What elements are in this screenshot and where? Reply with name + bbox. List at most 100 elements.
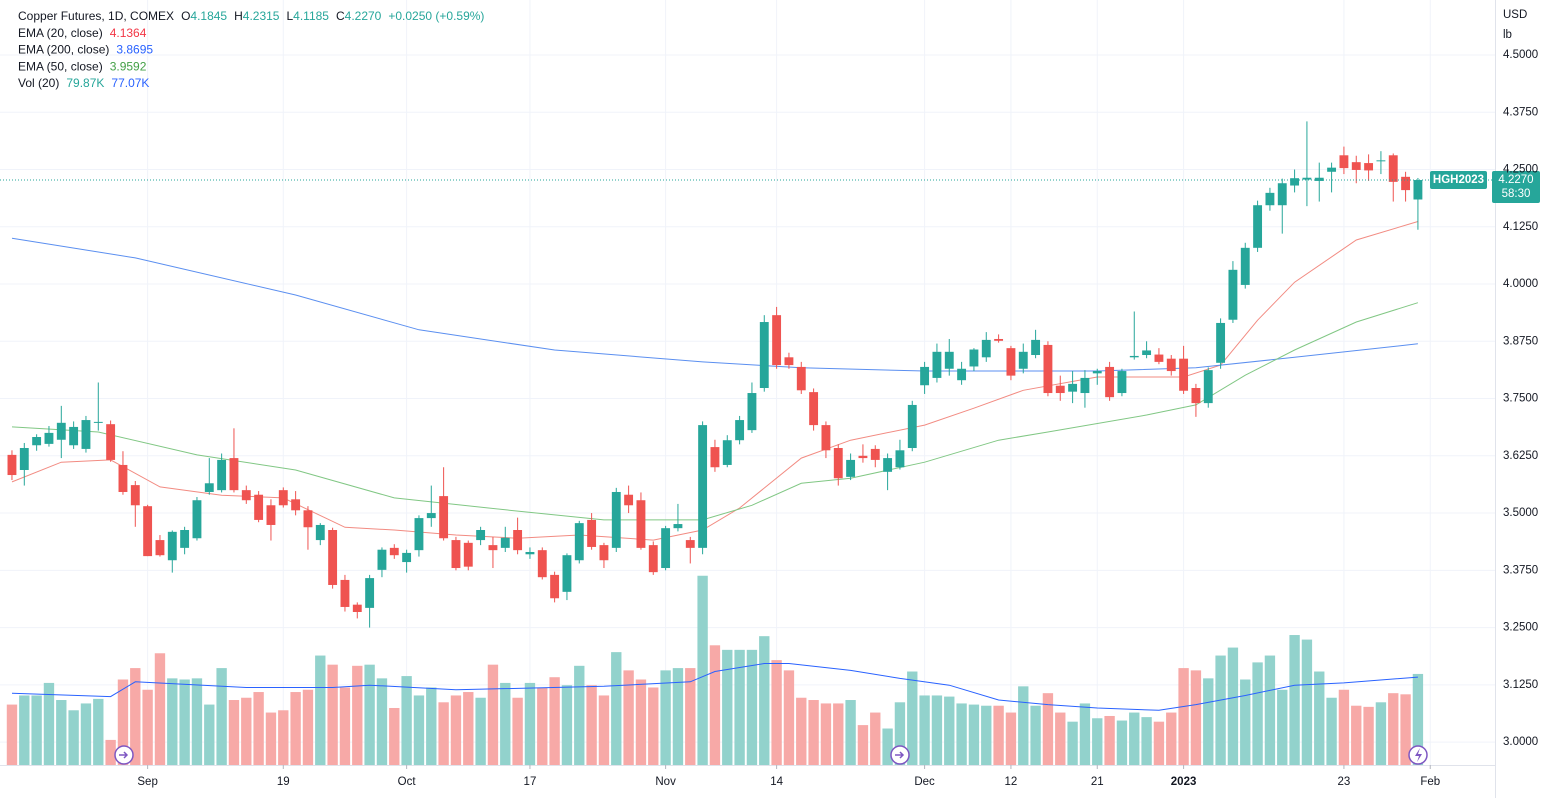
volume-bar (339, 687, 351, 765)
volume-bar (783, 670, 795, 765)
candle-body (821, 425, 831, 451)
volume-bar (672, 668, 684, 765)
candle-body (315, 524, 325, 541)
x-tick-label: 23 (1338, 776, 1351, 788)
volume-bar (1289, 635, 1300, 765)
x-tick-label: 21 (1091, 776, 1104, 788)
candle-body (1216, 322, 1226, 363)
volume-bar (746, 649, 758, 765)
volume-bar (623, 670, 634, 765)
ohlc-value: 4.2270 (345, 9, 382, 23)
volume-bar (1400, 694, 1411, 765)
candle-body (217, 459, 227, 491)
indicator-legend: Vol (20) 79.87K 77.07K (18, 76, 149, 90)
volume-bar (919, 695, 930, 765)
candle-body (1314, 177, 1324, 181)
candle-body (192, 500, 202, 539)
candle-body (895, 450, 905, 468)
candle-body (907, 404, 917, 449)
x-tick-label: 17 (524, 776, 537, 788)
volume-bar (1129, 712, 1140, 765)
candle-body (994, 338, 1004, 341)
volume-bar (426, 687, 437, 765)
y-tick-label: 4.3750 (1503, 106, 1538, 118)
price-label: 4.2270 (1498, 174, 1533, 186)
candle-body (1228, 269, 1238, 320)
candle-body (1105, 366, 1115, 398)
candle-body (1154, 354, 1164, 362)
volume-bar (228, 700, 240, 765)
volume-bar (401, 676, 412, 765)
indicator-value: 79.87K (66, 76, 104, 90)
volume-bar (352, 665, 363, 765)
candle-body (759, 322, 769, 388)
candle-body (1364, 163, 1374, 171)
candle-body (1290, 178, 1300, 186)
y-tick-label: 3.8750 (1503, 335, 1538, 347)
volume-bar (154, 653, 166, 765)
volume-bar (808, 700, 819, 765)
volume-bar (364, 664, 375, 765)
volume-bar (1252, 662, 1263, 765)
volume-bar (376, 678, 388, 765)
candle-body (1376, 160, 1386, 162)
volume-bar (68, 710, 79, 765)
volume-bar (1314, 671, 1325, 765)
ohlc-label: H (234, 9, 243, 23)
candle-body (1117, 371, 1127, 394)
y-tick-label: 3.7500 (1503, 393, 1538, 405)
volume-bar (241, 697, 252, 765)
candle-body (352, 604, 362, 612)
y-tick-label: 4.2500 (1503, 164, 1538, 176)
volume-bar (265, 712, 277, 765)
candle-body (698, 425, 708, 548)
candle-body (303, 510, 313, 528)
candle-body (389, 547, 399, 556)
volume-bar (179, 679, 190, 765)
volume-bar (315, 655, 326, 765)
volume-bar (857, 725, 869, 765)
candle-body (710, 447, 720, 468)
candle-body (81, 420, 91, 449)
indicator-legend: EMA (200, close) 3.8695 (18, 43, 153, 57)
x-tick-label: 12 (1005, 776, 1018, 788)
indicator-name: EMA (20, close) (18, 26, 103, 40)
candle-body (451, 540, 461, 569)
candle-body (1018, 351, 1028, 369)
volume-bar (438, 702, 449, 765)
volume-bar (327, 664, 338, 765)
volume-bar (759, 636, 770, 765)
candle-body (1092, 371, 1102, 374)
indicator-line (11, 302, 1419, 521)
candle-body (291, 499, 301, 511)
candle-body (550, 574, 560, 599)
candle-body (1006, 348, 1016, 376)
volume-bar (1277, 689, 1288, 765)
candle-body (1302, 177, 1312, 180)
volume-bar (1030, 705, 1041, 765)
volume-bar (524, 682, 536, 765)
volume-bar (586, 685, 597, 765)
volume-bar (463, 692, 474, 765)
candle-body (476, 530, 486, 541)
candle-body (574, 523, 584, 561)
volume-bar (1338, 689, 1350, 765)
x-tick-label: Feb (1420, 776, 1440, 788)
candle-body (661, 528, 671, 569)
volume-bar (290, 692, 301, 765)
volume-bar (1005, 712, 1017, 765)
volume-bar (537, 687, 548, 765)
candle-body (1166, 358, 1176, 372)
event-markers (114, 745, 1428, 765)
volume-bar (1203, 678, 1214, 765)
volume-bar (1055, 712, 1066, 765)
candle-body (1413, 180, 1423, 200)
volume-bar (1351, 705, 1362, 765)
candle-body (266, 505, 276, 525)
volume-bar (1215, 655, 1226, 765)
volume-bar (1079, 703, 1091, 765)
event-icon (1415, 748, 1422, 762)
volume-bar (1375, 702, 1387, 765)
volume-bar (1104, 715, 1115, 765)
candle-body (599, 545, 609, 561)
